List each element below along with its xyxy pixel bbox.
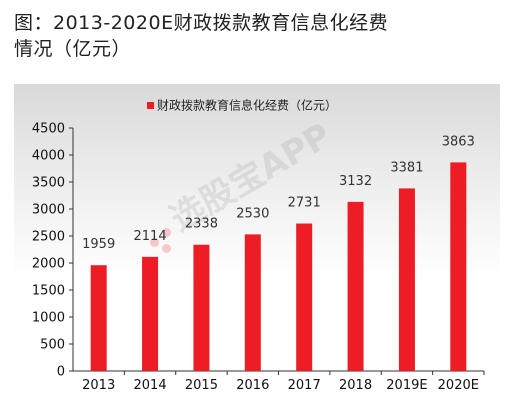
x-tick-label: 2013: [82, 378, 115, 393]
data-label: 3132: [339, 174, 372, 189]
bar: [90, 265, 107, 371]
data-label: 2731: [288, 196, 321, 211]
y-tick-label: 4000: [32, 149, 65, 164]
legend-label: 财政拨款教育信息化经费（亿元）: [157, 98, 337, 113]
data-label: 2530: [236, 206, 269, 221]
x-tick-label: 2015: [185, 378, 218, 393]
chart-title-line-1: 图：2013-2020E财政拨款教育信息化经费: [14, 12, 389, 34]
y-tick-label: 3500: [32, 176, 65, 191]
bar: [244, 234, 261, 371]
bar: [142, 256, 159, 371]
bar: [296, 223, 313, 371]
chart-title-line-2: 情况（亿元）: [14, 38, 132, 60]
bar: [398, 188, 415, 371]
y-tick-label: 1000: [32, 311, 65, 326]
y-tick-label: 1500: [32, 284, 65, 299]
data-label: 1959: [82, 237, 115, 252]
y-tick-label: 0: [57, 365, 65, 380]
bar: [193, 244, 210, 371]
y-axis: 0 500 1000 1500 2000 2500 3000 3500 4000 4500: [32, 122, 74, 380]
data-label: 2114: [134, 229, 167, 244]
y-tick-label: 2000: [32, 257, 65, 272]
x-tick-label: 2018: [339, 378, 372, 393]
data-labels: 1959 2114 2338 2530 2731 3132 3381 3863: [82, 134, 475, 252]
chart-title: 图：2013-2020E财政拨款教育信息化经费 情况（亿元）: [14, 10, 494, 62]
data-label: 3863: [442, 134, 475, 149]
x-tick-label: 2016: [236, 378, 269, 393]
y-tick-label: 2500: [32, 230, 65, 245]
x-tick-label: 2017: [288, 378, 321, 393]
bar: [347, 201, 364, 371]
x-tick-label: 2019E: [386, 378, 427, 393]
legend-swatch: [147, 102, 154, 109]
x-axis: 2013 2014 2015 2016 2017 2018 2019E 2020E: [73, 370, 485, 393]
x-tick-label: 2020E: [438, 378, 479, 393]
x-tick-label: 2014: [134, 378, 167, 393]
data-label: 3381: [390, 160, 423, 175]
y-tick-label: 3000: [32, 203, 65, 218]
bar-series: [90, 162, 467, 371]
chart-legend: 财政拨款教育信息化经费（亿元）: [147, 98, 337, 113]
y-tick-label: 4500: [32, 122, 65, 137]
bar: [450, 162, 467, 371]
data-label: 2338: [185, 217, 218, 232]
y-tick-label: 500: [40, 338, 65, 353]
